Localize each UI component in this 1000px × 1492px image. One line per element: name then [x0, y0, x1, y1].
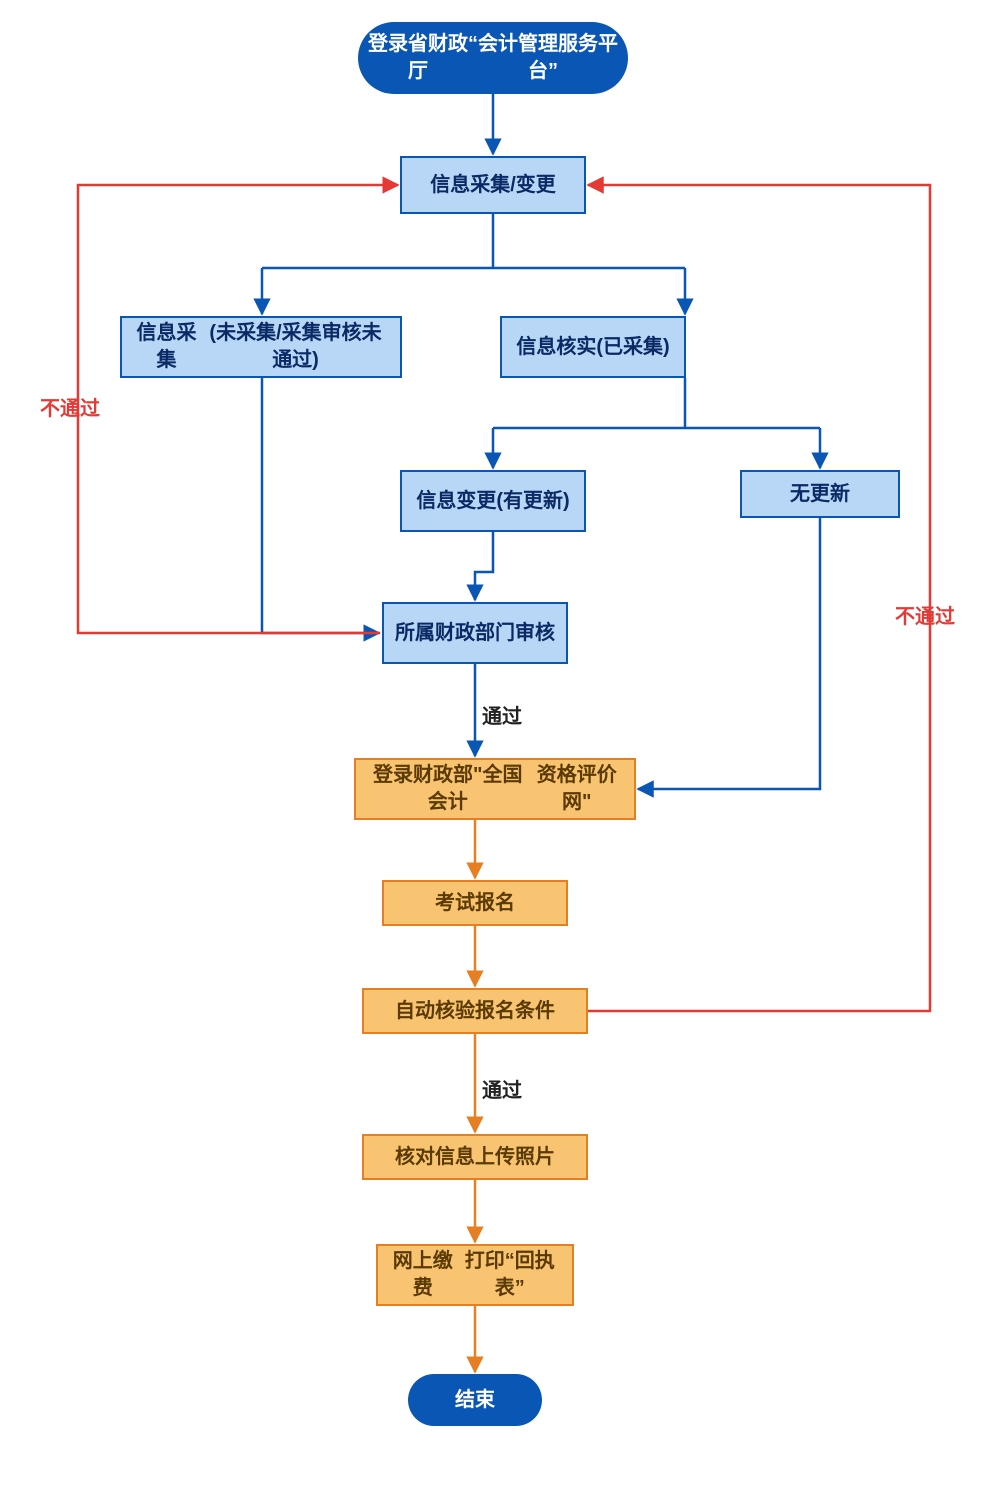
label-fail-left: 不通过: [40, 392, 100, 421]
node-login-national: 登录财政部"全国会计资格评价网": [354, 758, 636, 820]
node-exam-signup: 考试报名: [382, 880, 568, 926]
node-start: 登录省财政厅“会计管理服务平台”: [358, 22, 628, 94]
label-pass-2: 通过: [482, 1074, 522, 1103]
label-fail-right: 不通过: [895, 600, 955, 629]
node-info-collect: 信息采集(未采集/采集审核未通过): [120, 316, 402, 378]
node-info-verify: 信息核实(已采集): [500, 316, 686, 378]
node-finance-review: 所属财政部门审核: [382, 602, 568, 664]
node-upload-photo: 核对信息上传照片: [362, 1134, 588, 1180]
node-info-change: 信息变更(有更新): [400, 470, 586, 532]
node-pay-print: 网上缴费打印“回执表”: [376, 1244, 574, 1306]
node-no-update: 无更新: [740, 470, 900, 518]
node-info-collect-change: 信息采集/变更: [400, 156, 586, 214]
node-end: 结束: [408, 1374, 542, 1426]
label-pass-1: 通过: [482, 700, 522, 729]
node-auto-check: 自动核验报名条件: [362, 988, 588, 1034]
